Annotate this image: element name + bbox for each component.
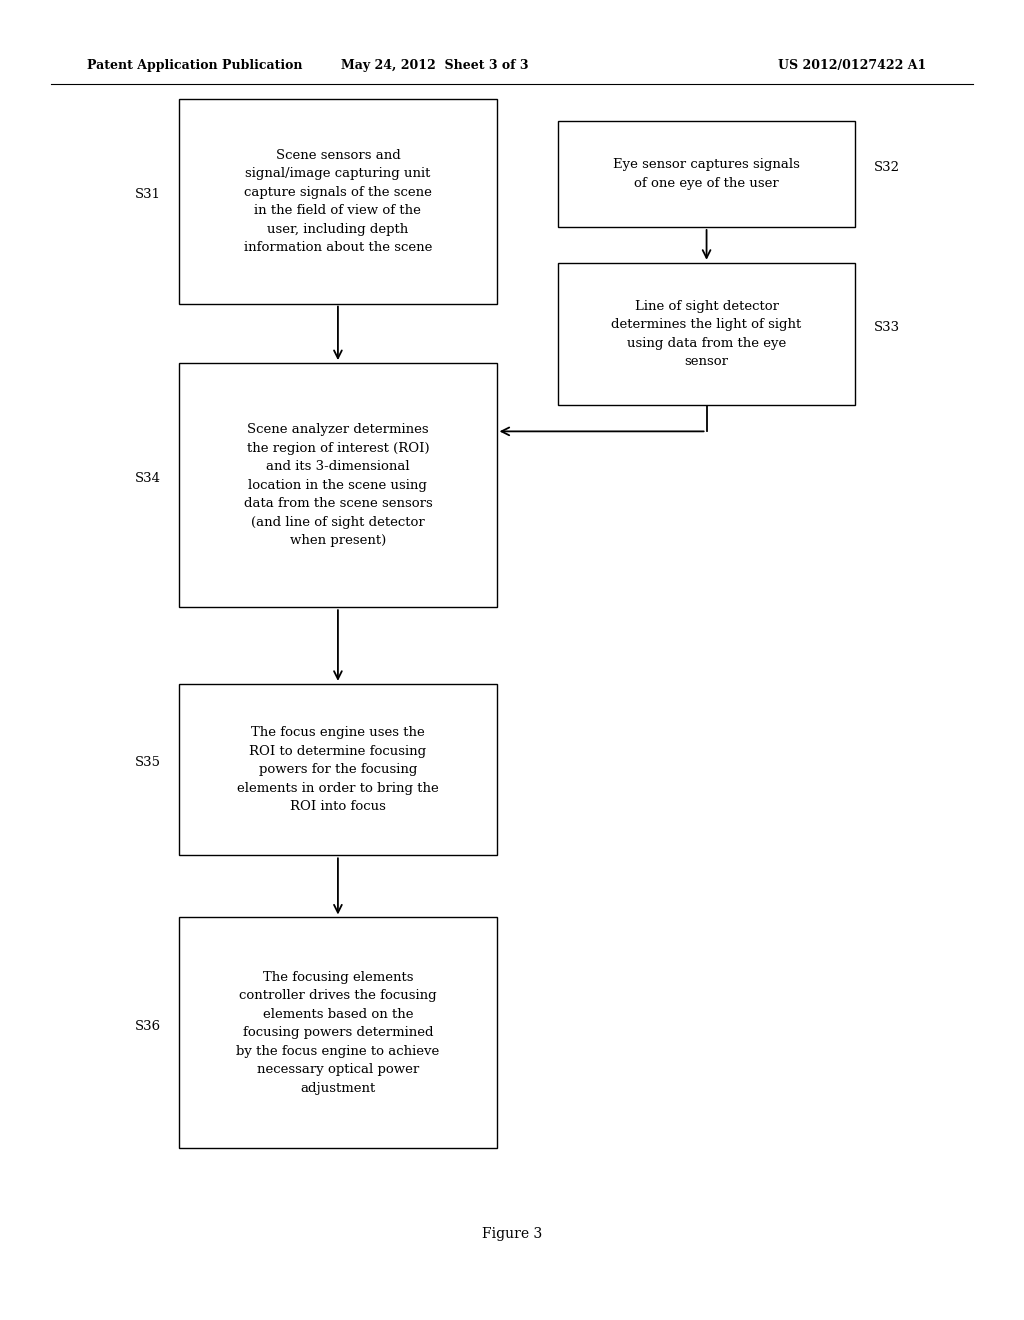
Bar <box>179 99 497 304</box>
Text: May 24, 2012  Sheet 3 of 3: May 24, 2012 Sheet 3 of 3 <box>341 59 529 73</box>
Text: Eye sensor captures signals
of one eye of the user: Eye sensor captures signals of one eye o… <box>613 158 800 190</box>
Text: Line of sight detector
determines the light of sight
using data from the eye
sen: Line of sight detector determines the li… <box>611 300 802 368</box>
Text: S34: S34 <box>135 473 161 484</box>
Text: The focusing elements
controller drives the focusing
elements based on the
focus: The focusing elements controller drives … <box>237 972 439 1094</box>
Text: S35: S35 <box>135 756 161 770</box>
Text: Figure 3: Figure 3 <box>482 1228 542 1241</box>
Text: Patent Application Publication: Patent Application Publication <box>87 59 302 73</box>
Text: S31: S31 <box>135 189 161 201</box>
Text: S36: S36 <box>134 1020 161 1032</box>
Text: Scene sensors and
signal/image capturing unit
capture signals of the scene
in th: Scene sensors and signal/image capturing… <box>244 149 432 253</box>
Text: Scene analyzer determines
the region of interest (ROI)
and its 3-dimensional
loc: Scene analyzer determines the region of … <box>244 424 432 546</box>
Text: The focus engine uses the
ROI to determine focusing
powers for the focusing
elem: The focus engine uses the ROI to determi… <box>237 726 439 813</box>
Bar <box>558 121 855 227</box>
Bar <box>179 917 497 1148</box>
Text: US 2012/0127422 A1: US 2012/0127422 A1 <box>778 59 927 73</box>
Bar <box>558 263 855 405</box>
Bar <box>179 363 497 607</box>
Text: S32: S32 <box>873 161 899 174</box>
Bar <box>179 684 497 855</box>
Text: S33: S33 <box>873 321 900 334</box>
